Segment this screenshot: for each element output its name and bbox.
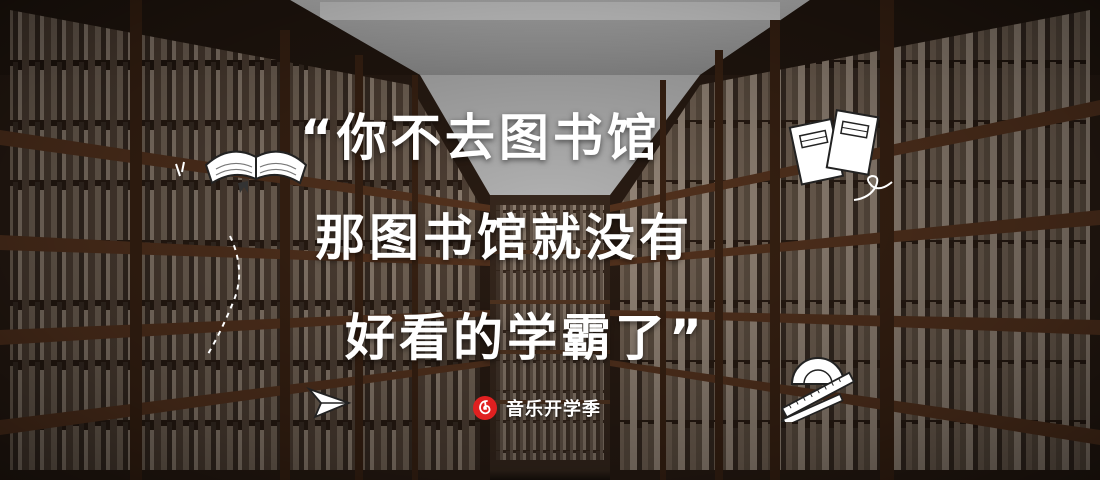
headline-line-1: “你不去图书馆 xyxy=(300,109,661,167)
dashed-curve-icon xyxy=(207,235,241,355)
curl-doodle-icon xyxy=(853,174,893,201)
sparkle-marks-icon xyxy=(175,161,185,177)
protractor-ruler-icon xyxy=(777,357,856,422)
open-book-icon xyxy=(204,150,308,193)
headline-line-2: 那图书馆就没有 xyxy=(315,209,693,267)
netease-cloud-music-logo-icon xyxy=(473,396,497,420)
brand-text: 音乐开学季 xyxy=(506,399,601,420)
paper-plane-icon xyxy=(306,387,352,419)
notebooks-icon xyxy=(788,109,880,186)
brand-mark: 音乐开学季 xyxy=(472,395,601,421)
headline-line-3: 好看的学霸了” xyxy=(345,309,706,367)
